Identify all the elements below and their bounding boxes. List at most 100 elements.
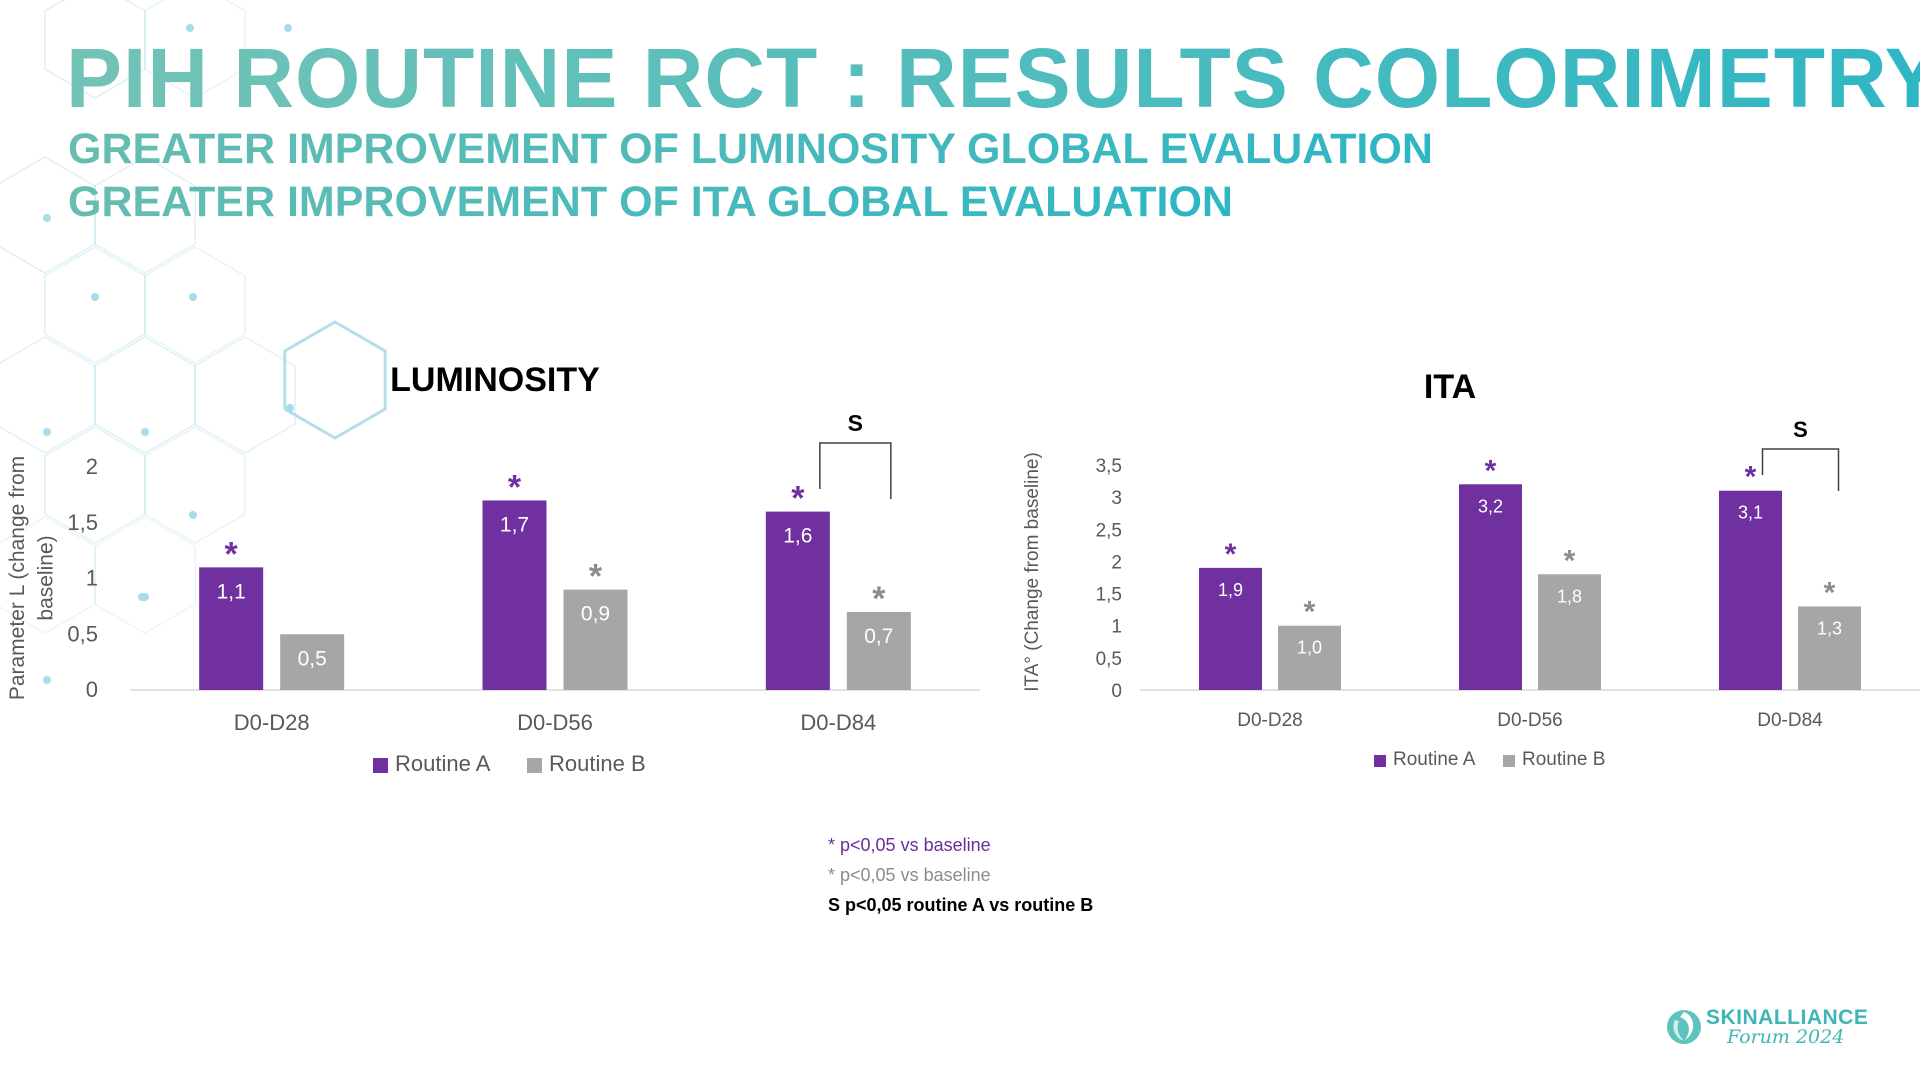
decoration-dot (43, 676, 51, 684)
decoration-dot (43, 428, 51, 436)
hexagon-shape (0, 516, 96, 634)
significance-star: * (1304, 596, 1316, 629)
significance-star: * (1564, 544, 1576, 577)
y-tick-label: 1,5 (1096, 585, 1122, 606)
hexagon-shape (144, 0, 246, 99)
slide-subtitle-ita: GREATER IMPROVEMENT OF ITA GLOBAL EVALUA… (68, 178, 1233, 226)
bar-routine-a (482, 500, 547, 690)
hexagon-shape (0, 336, 96, 454)
luminosity-bar-chart: LUMINOSITY Parameter L (change from baseli… (6, 361, 980, 776)
legend-label: Routine A (395, 751, 491, 776)
bar-routine-b (280, 634, 345, 690)
bar-value-label: 1,3 (1817, 618, 1842, 638)
decoration-dot (186, 24, 194, 32)
x-category-label: D0-D28 (234, 710, 310, 735)
bar-routine-b (1538, 574, 1601, 690)
y-tick-label: 2 (1111, 552, 1122, 573)
legend-swatch-routine-b (1503, 755, 1515, 767)
significance-bracket (819, 442, 892, 499)
legend-swatch-routine-b (527, 758, 542, 773)
x-category-label: D0-D84 (1757, 710, 1823, 731)
significance-star: * (508, 468, 522, 506)
y-tick-label: 2,5 (1096, 520, 1122, 541)
bar-routine-b (1798, 606, 1861, 690)
footnotes: * p<0,05 vs baseline * p<0,05 vs baselin… (828, 830, 1093, 920)
significance-bracket-label: S (1793, 417, 1808, 442)
hexagon-shape (44, 246, 146, 364)
hexagon-shape (44, 426, 146, 544)
bar-routine-b (846, 611, 911, 690)
footnote-routine-comparison: S p<0,05 routine A vs routine B (828, 895, 1094, 915)
y-tick-label: 1 (1111, 617, 1122, 638)
x-category-label: D0-D84 (800, 710, 876, 735)
chart-title: LUMINOSITY (390, 361, 600, 399)
footnote-routine-a-significance: * p<0,05 vs baseline (828, 835, 991, 855)
hexagon-shape (94, 336, 196, 454)
bar-value-label: 1,6 (783, 525, 812, 548)
slide-title: PIH ROUTINE RCT : RESULTS COLORIMETRY (66, 30, 1920, 127)
chart-title: ITA (1424, 368, 1476, 406)
y-tick-label: 0,5 (1096, 649, 1122, 670)
bar-value-label: 1,7 (500, 513, 529, 536)
bar-routine-a (1459, 484, 1522, 690)
y-tick-label: 0,5 (67, 621, 98, 646)
y-axis-label-line: ITA° (Change from baseline) (1022, 452, 1043, 692)
x-category-label: D0-D56 (517, 710, 593, 735)
bar-value-label: 1,0 (1297, 638, 1322, 658)
ita-bar-chart: ITA ITA° (Change from baseline) 0 0,5 1 1,5 2 2… (1022, 368, 1920, 770)
hexagon-shape (194, 336, 296, 454)
legend-swatch-routine-a (373, 758, 388, 773)
y-axis-label-line: baseline) (34, 535, 57, 620)
bar-value-label: 0,5 (298, 647, 327, 670)
decoration-dot (141, 428, 149, 436)
bar-value-label: 0,9 (581, 603, 610, 626)
hexagon-shape (94, 516, 196, 634)
significance-star: * (1745, 461, 1757, 494)
x-category-label: D0-D56 (1497, 710, 1562, 731)
y-axis-label-line: Parameter L (change from (6, 456, 29, 700)
decoration-dot (189, 511, 197, 519)
significance-star: * (872, 580, 886, 618)
y-tick-label: 0 (1111, 681, 1122, 702)
legend-swatch-routine-a (1374, 755, 1386, 767)
hexagon-shape (144, 246, 246, 364)
logo-name: SKINALLIANCE (1706, 1006, 1869, 1029)
y-axis-label: Parameter L (change from baseline) (6, 456, 57, 700)
significance-star: * (225, 535, 239, 573)
y-tick-label: 3,5 (1096, 456, 1122, 477)
bar-value-label: 0,7 (864, 625, 893, 648)
x-category-label: D0-D28 (1237, 710, 1302, 731)
legend-label: Routine A (1393, 749, 1476, 770)
hexagon-shape (44, 0, 146, 99)
logo-subtitle: Forum 2024 (1727, 1026, 1845, 1048)
significance-bracket-label: S (848, 410, 863, 436)
y-axis-label: ITA° (Change from baseline) (1022, 452, 1043, 692)
footnote-routine-b-significance: * p<0,05 vs baseline (828, 865, 991, 885)
bar-routine-b (1278, 625, 1341, 690)
y-tick-label: 1,5 (67, 510, 98, 535)
legend-label: Routine B (549, 751, 646, 776)
bar-value-label: 1,9 (1218, 580, 1243, 600)
significance-star: * (1824, 576, 1836, 609)
hexagon-shape (283, 320, 387, 440)
legend-label: Routine B (1522, 749, 1605, 770)
hexagon-shape (0, 156, 96, 274)
decoration-dot (43, 214, 51, 222)
significance-star: * (1225, 538, 1237, 571)
skinalliance-logo: SKINALLIANCE Forum 2024 (1665, 1000, 1875, 1060)
decoration-dot (189, 293, 197, 301)
bar-routine-a (199, 567, 264, 690)
significance-bracket (1761, 448, 1840, 491)
y-tick-label: 0 (86, 677, 98, 702)
swirl-icon (1667, 1010, 1701, 1044)
decoration-dot (284, 24, 292, 32)
decoration-dot (286, 404, 294, 412)
y-tick-label: 2 (86, 454, 98, 479)
y-tick-label: 3 (1111, 488, 1122, 509)
bar-routine-a (1719, 490, 1782, 690)
bar-value-label: 1,1 (217, 580, 246, 603)
bar-value-label: 3,1 (1738, 503, 1763, 523)
hexagon-shape (144, 426, 246, 544)
slide-subtitle-luminosity: GREATER IMPROVEMENT OF LUMINOSITY GLOBAL… (68, 125, 1433, 173)
bar-value-label: 1,8 (1557, 586, 1582, 606)
